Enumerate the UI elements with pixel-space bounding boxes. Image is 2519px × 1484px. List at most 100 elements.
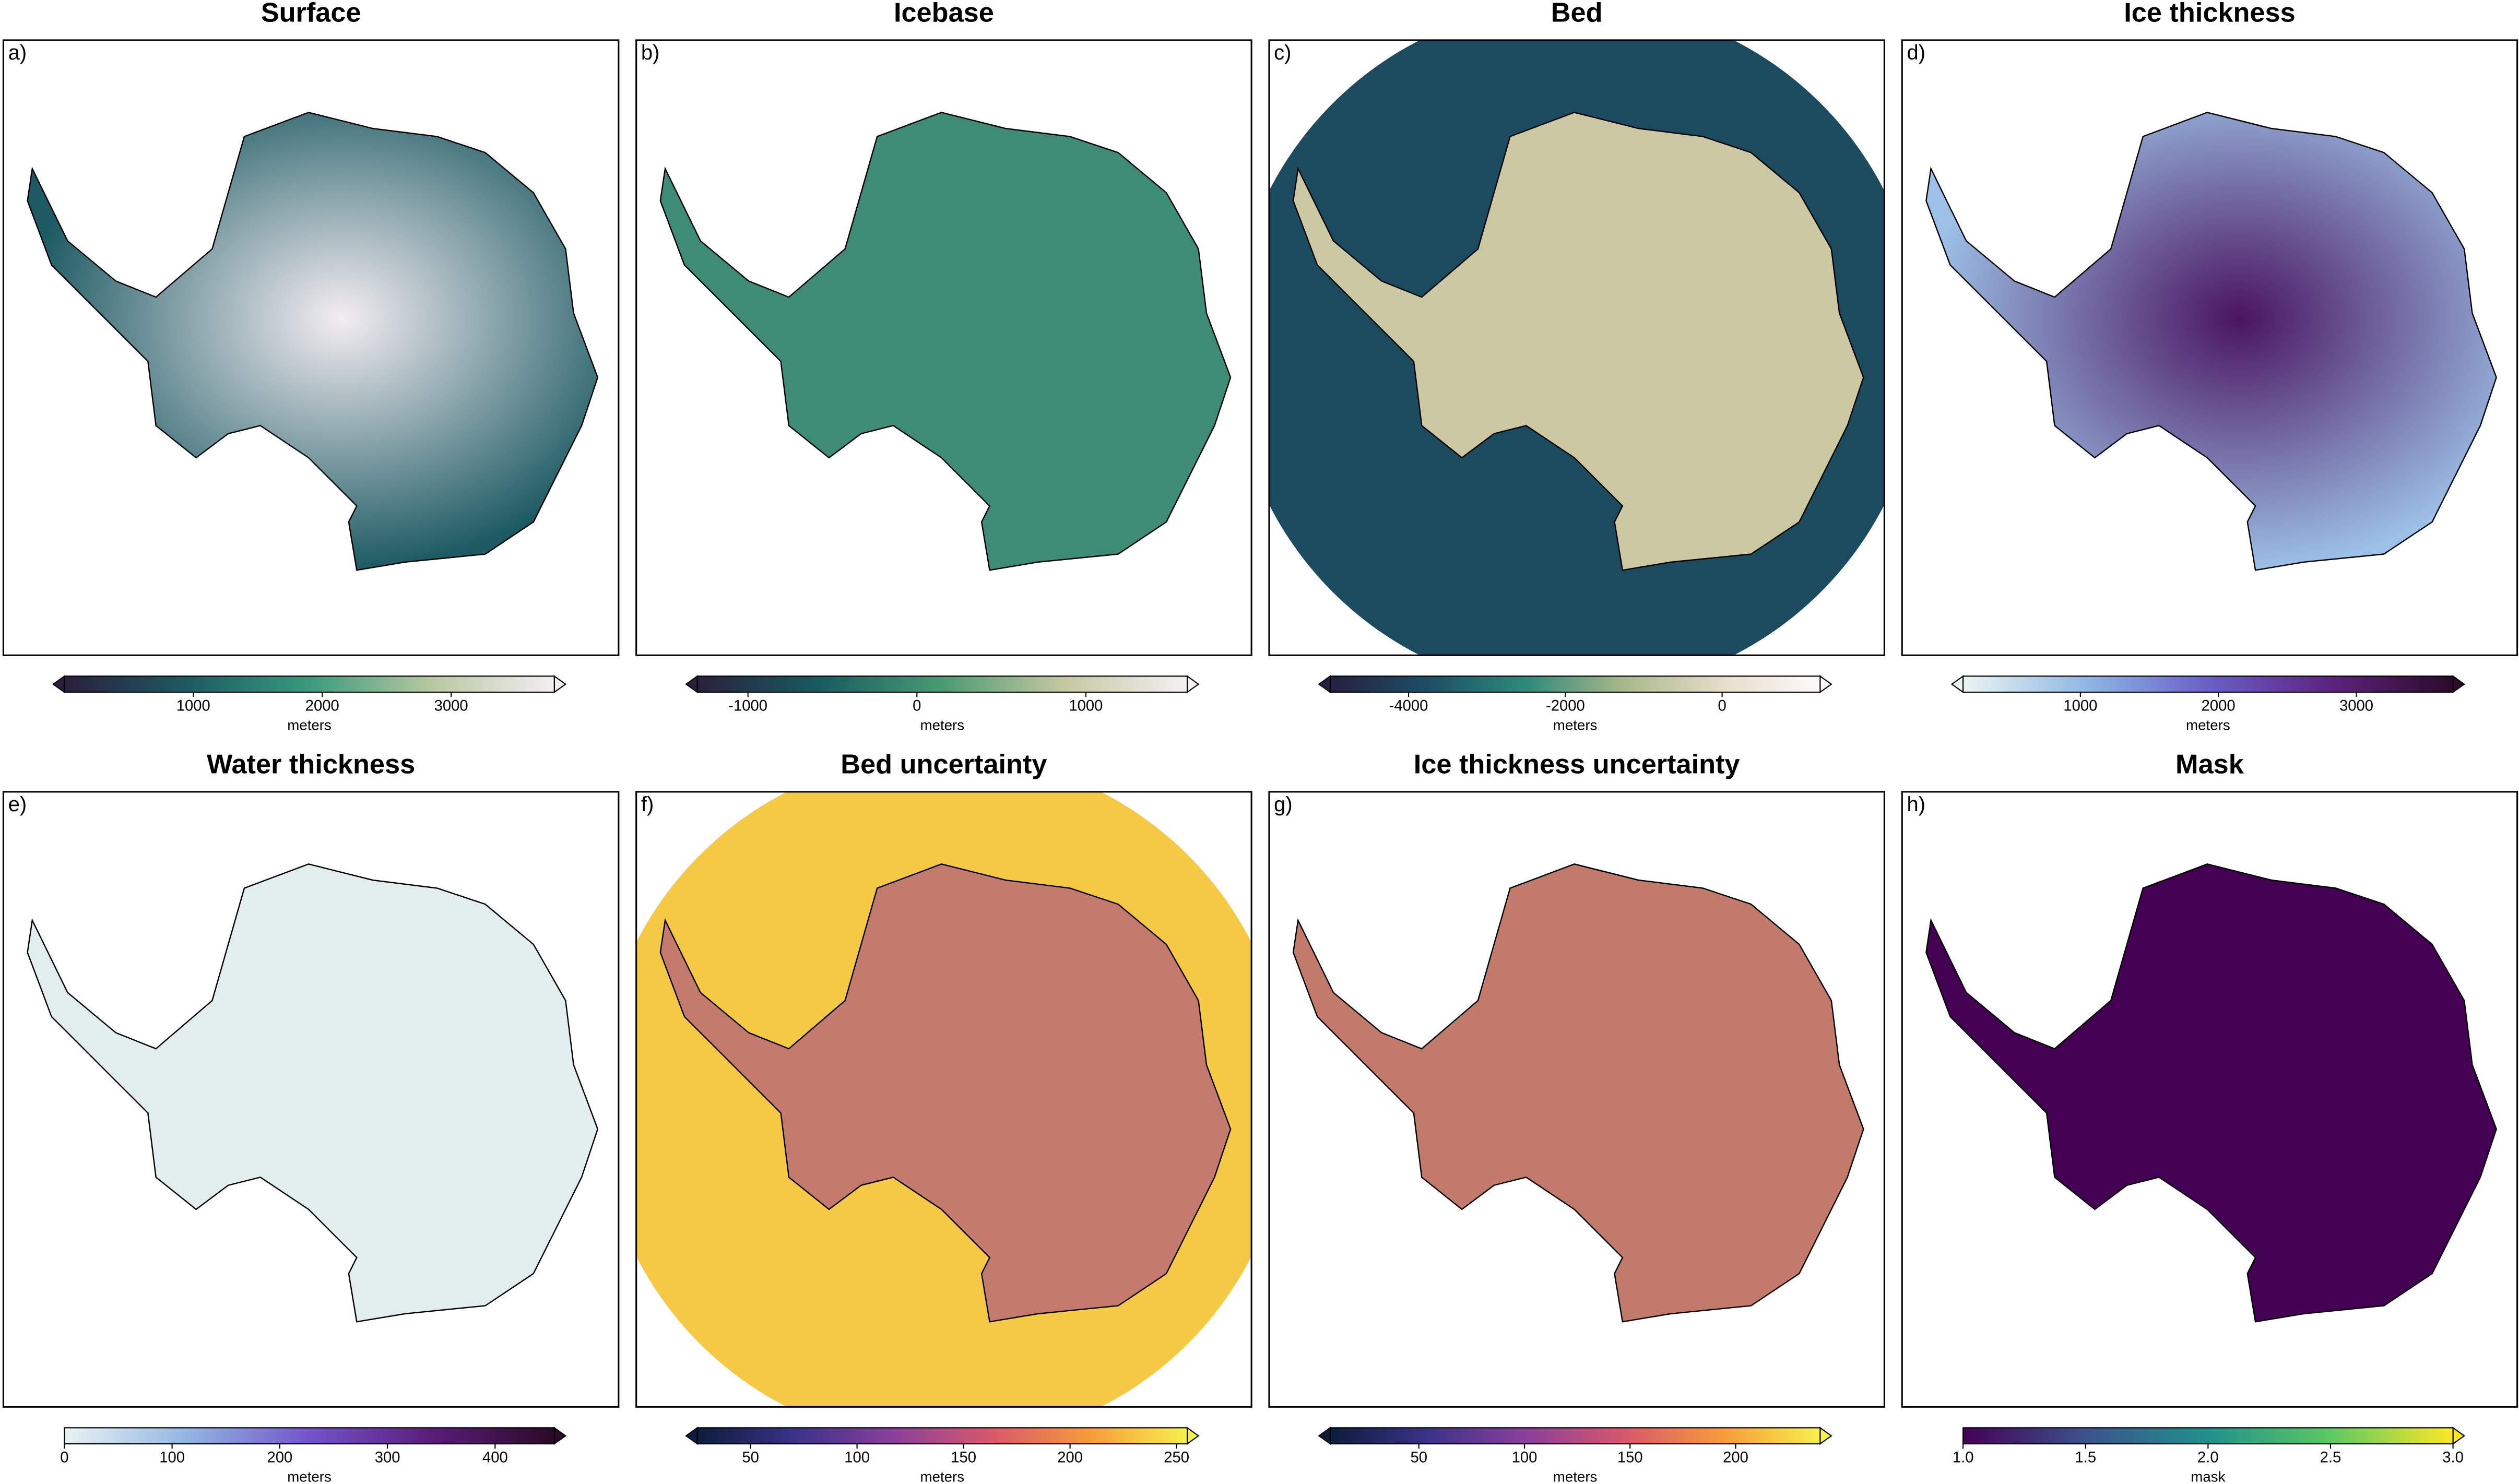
panel-title: Mask [2175,749,2244,779]
colorbar-label: meters [287,1468,332,1484]
colorbar-extend [52,675,65,694]
colorbar-tick-label: 3000 [2339,698,2373,715]
map [1925,112,2497,571]
panel-frame [1901,791,2518,1408]
panel-frame [1268,791,1885,1408]
colorbar [696,1427,1188,1445]
colorbar [1329,675,1821,693]
colorbar-extend [685,1427,698,1445]
colorbar-label: meters [1553,717,1598,733]
colorbar-extend [553,675,567,694]
colorbar-tick-label: 1000 [1069,698,1103,715]
panel-frame [1268,39,1885,656]
colorbar-tick-label: 1000 [2063,698,2097,715]
colorbar-tick-label: 2000 [305,698,339,715]
map [1925,863,2497,1323]
panel-letter: g) [1274,793,1293,816]
antarctica [1292,112,1864,571]
panel-letter: c) [1274,41,1291,64]
panel-frame [1901,39,2518,656]
colorbar-label: meters [920,1468,965,1484]
colorbar-label: meters [1553,1468,1598,1484]
panel-title: Surface [261,0,361,28]
panel-letter: d) [1907,41,1925,64]
colorbar-extend [1318,1427,1331,1445]
colorbar-tick-label: 400 [482,1449,508,1466]
colorbar-tick-label: 1.5 [2075,1449,2096,1466]
colorbar-tick-label: 100 [1512,1449,1538,1466]
panel-title: Ice thickness uncertainty [1414,749,1740,779]
colorbar-tick-label: 150 [1617,1449,1643,1466]
panel-frame [635,39,1252,656]
colorbar-tick-label: 50 [1411,1449,1428,1466]
colorbar-tick-label: 50 [742,1449,759,1466]
colorbar-tick-label: 0 [1718,698,1726,715]
map [659,112,1232,571]
colorbar-tick-label: -1000 [728,698,767,715]
colorbar-extend [1318,675,1331,694]
colorbar-label: meters [2186,717,2230,733]
colorbar [64,675,555,693]
panel-title: Bed [1551,0,1603,28]
colorbar [696,675,1188,693]
colorbar-label: mask [2191,1468,2225,1484]
colorbar-tick-label: 2.5 [2320,1449,2341,1466]
colorbar [64,1427,555,1445]
colorbar-tick-label: 3.0 [2442,1449,2464,1466]
colorbar-extend [1819,675,1832,694]
antarctica [1925,112,2497,571]
panel-letter: e) [8,793,27,816]
colorbar-tick-label: 300 [375,1449,400,1466]
map [1269,40,1885,656]
colorbar-tick-label: 100 [844,1449,870,1466]
map [1292,863,1864,1323]
colorbar-extend [1186,675,1200,694]
colorbar-tick-label: 2.0 [2197,1449,2219,1466]
colorbar-extend [1819,1427,1832,1445]
panel-letter: b) [641,41,660,64]
colorbar-tick-label: 100 [159,1449,185,1466]
panel-frame [2,39,620,656]
colorbar-tick-label: 0 [913,698,921,715]
colorbar-extend [2452,1427,2465,1445]
colorbar-extend [1186,1427,1200,1445]
colorbar-tick-label: 250 [1164,1449,1189,1466]
antarctica [659,112,1232,571]
panel-frame [2,791,620,1408]
panel-title: Icebase [894,0,994,28]
colorbar [1962,675,2454,693]
antarctica [27,863,599,1323]
panel-letter: h) [1907,793,1925,816]
colorbar [1962,1427,2454,1445]
colorbar-label: meters [920,717,965,733]
panel-title: Ice thickness [2124,0,2296,28]
panel-frame [635,791,1252,1408]
panel-letter: f) [641,793,654,816]
colorbar-tick-label: 200 [1057,1449,1083,1466]
antarctica [659,863,1232,1323]
colorbar-extend [1950,675,1964,694]
colorbar-tick-label: 200 [267,1449,292,1466]
colorbar-label: meters [287,717,332,733]
colorbar [1329,1427,1821,1445]
colorbar-extend [685,675,698,694]
colorbar-extend [553,1427,567,1445]
panel-title: Bed uncertainty [841,749,1047,779]
colorbar-tick-label: -2000 [1546,698,1585,715]
map [27,112,599,571]
colorbar-extend [2452,675,2465,694]
colorbar-tick-label: 3000 [434,698,468,715]
colorbar-tick-label: 2000 [2202,698,2236,715]
antarctica [1292,863,1864,1323]
panel-letter: a) [8,41,27,64]
panel-title: Water thickness [207,749,415,779]
colorbar-tick-label: 1000 [176,698,210,715]
map [636,791,1252,1407]
map [27,863,599,1323]
antarctica [27,112,599,571]
colorbar-tick-label: -4000 [1389,698,1428,715]
colorbar-tick-label: 1.0 [1953,1449,1974,1466]
colorbar-tick-label: 0 [60,1449,68,1466]
